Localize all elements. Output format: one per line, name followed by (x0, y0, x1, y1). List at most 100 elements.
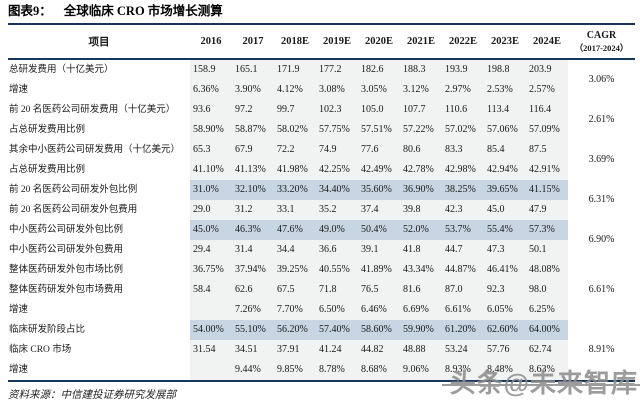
data-cell: 58.4 (190, 280, 232, 300)
table-row: 整体医药研发外包市场比例 36.75% 37.94% 39.25% 40.55% 41.8… (8, 260, 635, 320)
data-cell: 6.61% (442, 300, 484, 320)
data-cell: 45.0% (190, 220, 232, 240)
data-cell: 3.05% (358, 80, 400, 100)
data-cell: 45.0 (484, 200, 526, 220)
row-label: 前 20 名医药公司研发外包费用 (8, 200, 190, 220)
data-cell: 29.0 (190, 200, 232, 220)
data-cell: 188.3 (400, 59, 442, 80)
data-cell: 67.5 (274, 280, 316, 300)
row-label: 中小医药公司研发外包费用 (8, 240, 190, 260)
data-cell: 2.53% (484, 80, 526, 100)
data-cell: 38.25% (442, 180, 484, 200)
data-cell: 44.7 (442, 240, 484, 260)
cagr-value: 3.69% (568, 140, 635, 180)
data-cell: 76.5 (358, 280, 400, 300)
col-header-year-2017: 2017 (232, 24, 274, 60)
data-cell: 193.9 (442, 59, 484, 80)
data-cell: 40.55% (316, 260, 358, 280)
figure-title: 图表9： 全球临床 CRO 市场增长测算 (8, 2, 635, 23)
cagr-value: 3.06% (568, 59, 635, 100)
data-cell: 47.3 (484, 240, 526, 260)
data-cell: 7.70% (274, 300, 316, 320)
data-cell: 34.40% (316, 180, 358, 200)
col-header-year-2020e: 2020E (358, 24, 400, 60)
data-cell: 36.75% (190, 260, 232, 280)
data-cell: 64.00% (526, 320, 568, 340)
table-row: 增速 7.26% 7.70% 6.50% 6.46% 6.69% 6.61% 6.05% 6.2… (8, 300, 635, 320)
data-cell: 158.9 (190, 59, 232, 80)
data-cell: 6.50% (316, 300, 358, 320)
data-cell: 110.6 (442, 100, 484, 120)
data-cell: 85.4 (484, 140, 526, 160)
data-cell: 34.4 (274, 240, 316, 260)
data-cell: 36.90% (400, 180, 442, 200)
col-header-year-2024e: 2024E (526, 24, 568, 60)
data-cell: 80.6 (400, 140, 442, 160)
data-cell: 92.3 (484, 280, 526, 300)
table-row: 整体医药研发外包市场费用 58.4 62.6 67.5 71.8 76.5 81.6 87.0… (8, 280, 635, 300)
data-cell: 41.10% (190, 160, 232, 180)
data-cell: 41.24 (316, 340, 358, 360)
col-header-item: 项目 (8, 24, 190, 60)
data-cell: 46.41% (484, 260, 526, 280)
row-label: 其余中小医药公司研发费用（十亿美元） (8, 140, 190, 160)
data-cell: 81.6 (400, 280, 442, 300)
cagr-value: 6.61% (568, 260, 635, 320)
data-cell: 72.2 (274, 140, 316, 160)
data-cell: 107.7 (400, 100, 442, 120)
data-cell: 41.13% (232, 160, 274, 180)
cro-market-table: 项目 2016 2017 2018E 2019E 2020E 2021E 2022E 2023E… (8, 23, 635, 382)
data-cell: 47.9 (526, 200, 568, 220)
table-row: 前 20 名医药公司研发费用（十亿美元） 93.6 97.2 99.7 102.3 105… (8, 100, 635, 140)
data-cell: 57.76 (484, 340, 526, 360)
data-cell: 3.12% (400, 80, 442, 100)
data-cell: 83.3 (442, 140, 484, 160)
data-cell: 39.8 (400, 200, 442, 220)
data-cell: 102.3 (316, 100, 358, 120)
data-cell: 50.1 (526, 240, 568, 260)
data-cell: 29.4 (190, 240, 232, 260)
data-cell: 6.25% (526, 300, 568, 320)
data-cell: 8.48% (484, 360, 526, 381)
data-cell (190, 300, 232, 320)
header-row: 项目 2016 2017 2018E 2019E 2020E 2021E 2022E 2023E… (8, 24, 635, 60)
data-cell: 8.68% (358, 360, 400, 381)
data-cell: 48.08% (526, 260, 568, 280)
data-cell (190, 360, 232, 381)
data-cell: 4.12% (274, 80, 316, 100)
data-cell: 99.7 (274, 100, 316, 120)
row-label: 前 20 名医药公司研发费用（十亿美元） (8, 100, 190, 120)
data-cell: 56.20% (274, 320, 316, 340)
data-cell: 37.91 (274, 340, 316, 360)
col-header-year-2018e: 2018E (274, 24, 316, 60)
data-cell: 42.49% (358, 160, 400, 180)
data-cell: 87.5 (526, 140, 568, 160)
cagr-value: 6.31% (568, 180, 635, 220)
data-cell: 182.6 (358, 59, 400, 80)
source-note: 资料来源：中信建投证券研究发展部 (8, 390, 176, 401)
table-row: 增速 6.36% 3.90% 4.12% 3.08% 3.05% 3.12% 2.97% 2.5… (8, 80, 635, 100)
data-cell: 50.4% (358, 220, 400, 240)
data-cell: 58.02% (274, 120, 316, 140)
data-cell: 35.60% (358, 180, 400, 200)
data-cell: 67.9 (232, 140, 274, 160)
data-cell: 116.4 (526, 100, 568, 120)
data-cell: 42.98% (442, 160, 484, 180)
data-cell: 57.51% (358, 120, 400, 140)
data-cell: 93.6 (190, 100, 232, 120)
data-cell: 31.54 (190, 340, 232, 360)
data-cell: 6.36% (190, 80, 232, 100)
data-cell: 6.46% (358, 300, 400, 320)
row-label: 总研发费用（十亿美元） (8, 59, 190, 80)
data-cell: 6.69% (400, 300, 442, 320)
data-cell: 44.82 (358, 340, 400, 360)
table-row: 占总研发费用比例 58.90% 58.87% 58.02% 57.75% 57.51% 57… (8, 120, 635, 140)
data-cell: 57.3% (526, 220, 568, 240)
data-cell: 57.40% (316, 320, 358, 340)
data-cell: 97.2 (232, 100, 274, 120)
row-label: 前 20 名医药公司研发外包比例 (8, 180, 190, 200)
data-cell: 42.25% (316, 160, 358, 180)
data-cell: 33.20% (274, 180, 316, 200)
cagr-header-line1: CAGR (586, 30, 617, 41)
data-cell: 3.08% (316, 80, 358, 100)
